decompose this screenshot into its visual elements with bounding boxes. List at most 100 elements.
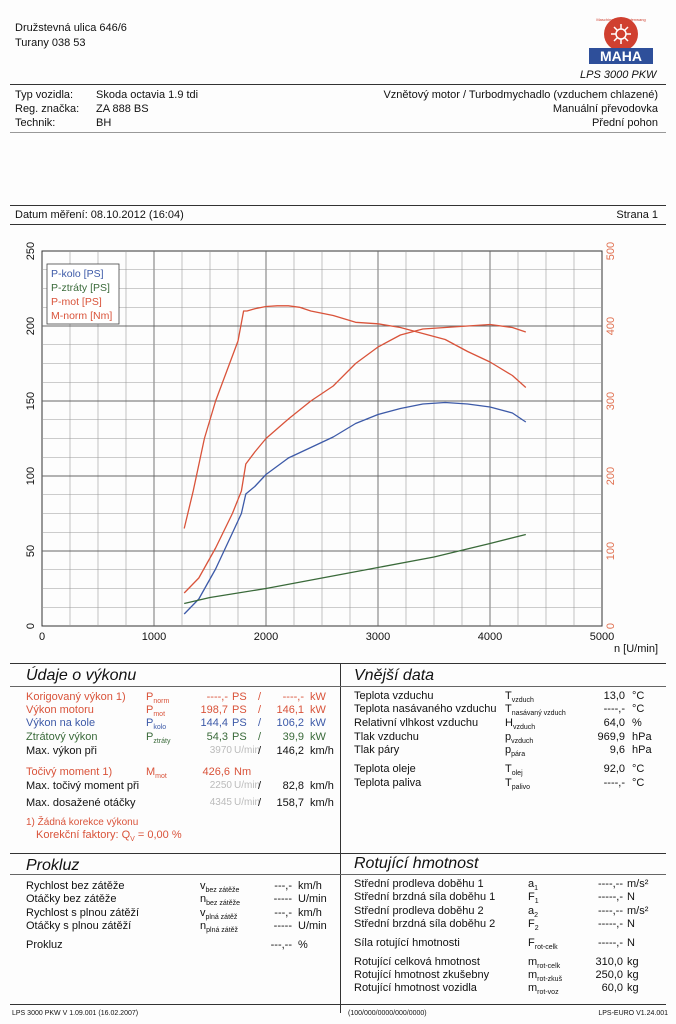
perf-row-unit-ps: PS (232, 717, 247, 729)
rotating-row-value: 310,0 (595, 956, 623, 968)
y-left-tick-label: 0 (25, 623, 37, 629)
rotating-row-symbol: Frot-celk (528, 937, 558, 952)
perf-row-symbol: Pnorm (146, 691, 170, 706)
legend-entry: P-ztráty [PS] (51, 282, 110, 294)
perf-row-slash: / (258, 691, 262, 703)
perf-row-value-kw: 106,2 (276, 717, 304, 729)
performance-title: Údaje o výkonu (26, 667, 137, 684)
max-power-label: Max. výkon při (26, 745, 97, 757)
x-tick-label: 3000 (366, 631, 390, 643)
max-power-rpm-unit: U/min (234, 745, 261, 756)
slip-row-label: Otáčky bez zátěže (26, 893, 117, 905)
perf-row-unit-ps: PS (232, 704, 247, 716)
perf-row-value-kw: 39,9 (282, 731, 304, 743)
external-title: Vnější data (354, 667, 435, 684)
maha-logo-text: MAHA (600, 48, 642, 64)
perf-row-value-kw: ----,- (282, 691, 304, 703)
external-row-label: Teplota vzduchu (354, 690, 434, 702)
slip-row-symbol: vplná zátěž (200, 907, 238, 922)
rotating-title: Rotující hmotnost (354, 855, 479, 872)
perf-row-unit-ps: PS (232, 731, 247, 743)
x-tick-label: 5000 (590, 631, 614, 643)
rotating-row-label: Střední prodleva doběhu 1 (354, 878, 484, 890)
footer-right: LPS-EURO V1.24.001 (598, 1010, 668, 1017)
perf-row-label: Korigovaný výkon 1) (26, 691, 126, 703)
x-tick-label: 1000 (142, 631, 166, 643)
perf-row-value-ps: 144,4 (200, 717, 228, 729)
perf-row-unit-ps: PS (232, 691, 247, 703)
reg-label: Reg. značka: (15, 103, 80, 115)
perf-row-value-ps: 54,3 (206, 731, 228, 743)
slip-row-value: ---,- (274, 880, 292, 892)
external-row-value: 92,0 (603, 763, 625, 775)
slip-row-unit: km/h (298, 880, 322, 892)
external-row-value: 13,0 (603, 690, 625, 702)
perf-row-symbol: Pmot (146, 704, 166, 719)
rotating-row-unit: kg (627, 956, 639, 968)
slip-row-symbol: nbez zátěže (200, 893, 240, 908)
rotating-row-label: Síla rotující hmotnosti (354, 937, 460, 949)
max-torque-label: Max. točivý moment při (26, 780, 140, 792)
rotating-row-symbol: F1 (528, 891, 539, 906)
rotating-row-unit: N (627, 937, 635, 949)
slip-row-value: ----- (273, 920, 292, 932)
model-name: LPS 3000 PKW (580, 69, 657, 81)
technician-value: BH (96, 117, 112, 129)
rotating-row-label: Rotující hmotnost vozidla (354, 982, 477, 994)
external-row-value: 64,0 (603, 717, 625, 729)
vehicle-type-label: Typ vozidla: (15, 89, 74, 101)
measure-date: Datum měření: 08.10.2012 (16:04) (15, 209, 184, 221)
maha-logo: MAHA Maschinenbau Haldenwang (583, 12, 661, 82)
external-row-unit: % (632, 717, 642, 729)
y-right-tick-label: 0 (605, 623, 617, 629)
external-row-symbol: ppára (505, 744, 526, 759)
rotating-row-unit: N (627, 918, 635, 930)
footer-center: (100/000/0000/000/0000) (348, 1010, 427, 1017)
vehicle-type-value: Skoda octavia 1.9 tdi (96, 89, 199, 101)
rotating-row-symbol: mrot-voz (528, 982, 559, 997)
slip-row-label: Prokluz (26, 939, 63, 951)
torque-label: Točivý moment 1) (26, 766, 113, 778)
engine-type: Vznětový motor / Turbodmychadlo (vzduche… (383, 89, 658, 101)
external-row-symbol: Tnasávaný vzduch (505, 703, 566, 718)
max-torque-speed: 82,8 (282, 780, 304, 792)
perf-row-unit-kw: kW (310, 704, 326, 716)
page-number: Strana 1 (616, 209, 658, 221)
rotating-row-unit: m/s² (627, 878, 649, 890)
external-row-label: Tlak vzduchu (354, 731, 419, 743)
slip-row-unit: % (298, 939, 308, 951)
rotating-row-label: Střední brzdná síla doběhu 2 (354, 918, 496, 930)
y-left-tick-label: 250 (25, 242, 37, 260)
address-street: Družstevná ulica 646/6 (15, 22, 127, 34)
correction-note: 1) Žádná korekce výkonu (26, 817, 139, 828)
rotating-row-value: 250,0 (595, 969, 623, 981)
rotating-row-symbol: mrot-celk (528, 956, 561, 971)
rotating-row-label: Střední brzdná síla doběhu 1 (354, 891, 496, 903)
technician-label: Technik: (15, 117, 56, 129)
rotating-row-value: -----,- (597, 891, 623, 903)
y-left-tick-label: 150 (25, 392, 37, 410)
y-right-tick-label: 500 (605, 242, 617, 260)
max-rpm-value: 4345 (209, 797, 232, 808)
perf-row-label: Ztrátový výkon (26, 731, 98, 743)
x-axis-label: n [U/min] (614, 643, 658, 655)
external-row-label: Relativní vlhkost vzduchu (354, 717, 479, 729)
external-row-unit: °C (632, 763, 645, 775)
rotating-row-unit: N (627, 891, 635, 903)
perf-row-unit-kw: kW (310, 717, 326, 729)
external-row-symbol: Tvzduch (505, 690, 534, 705)
max-rpm-label: Max. dosažené otáčky (26, 797, 136, 809)
perf-row-unit-kw: kW (310, 691, 326, 703)
perf-row-symbol: Pztráty (146, 731, 171, 746)
y-left-tick-label: 100 (25, 467, 37, 485)
external-row-unit: hPa (632, 731, 652, 743)
rotating-row-symbol: mrot-zkuš (528, 969, 563, 984)
rotating-row-symbol: a2 (528, 905, 539, 920)
external-row-unit: °C (632, 777, 645, 789)
external-row-unit: °C (632, 690, 645, 702)
external-row-label: Teplota nasávaného vzduchu (354, 703, 497, 715)
perf-row-value-kw: 146,1 (276, 704, 304, 716)
series-line-1 (184, 533, 526, 605)
external-row-unit: hPa (632, 744, 652, 756)
x-tick-label: 4000 (478, 631, 502, 643)
